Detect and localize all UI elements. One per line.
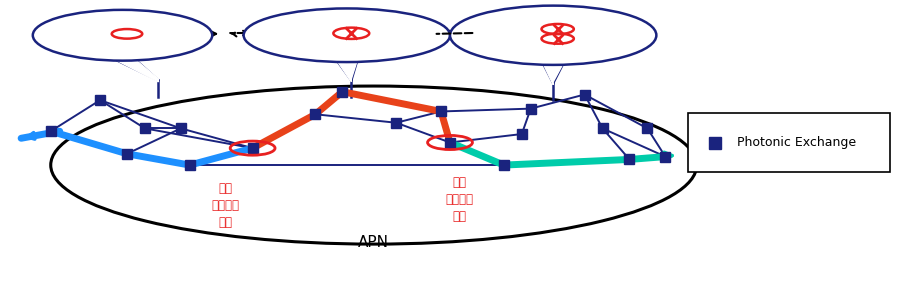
- Ellipse shape: [50, 86, 697, 244]
- Text: 波長
アダプタ
機能: 波長 アダプタ 機能: [212, 182, 239, 229]
- Ellipse shape: [32, 10, 212, 61]
- Polygon shape: [112, 58, 158, 82]
- Text: APN: APN: [358, 235, 389, 250]
- FancyBboxPatch shape: [688, 113, 889, 172]
- Polygon shape: [543, 62, 564, 85]
- Ellipse shape: [450, 6, 656, 65]
- Text: Photonic Exchange: Photonic Exchange: [737, 136, 856, 149]
- Polygon shape: [336, 59, 357, 82]
- Text: 波長
アダプタ
機能: 波長 アダプタ 機能: [445, 176, 473, 223]
- Ellipse shape: [244, 9, 450, 62]
